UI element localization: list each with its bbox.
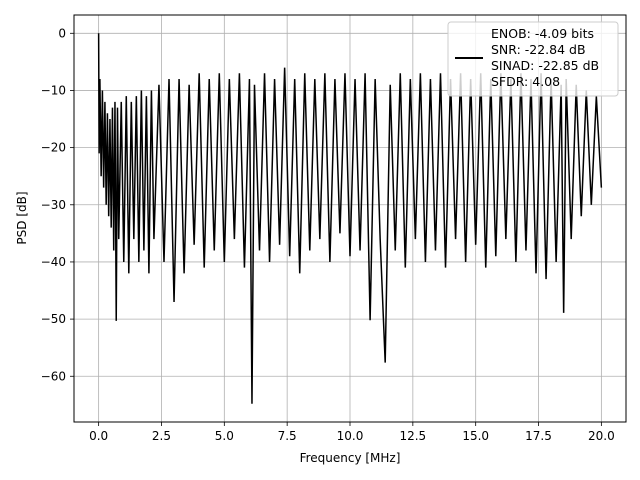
y-tick-label: −40	[41, 255, 66, 269]
legend-entry-sfdr: SFDR: 4.08	[491, 74, 560, 89]
x-tick-label: 17.5	[525, 429, 552, 443]
y-tick-label: 0	[58, 26, 66, 40]
y-tick-label: −20	[41, 141, 66, 155]
y-axis-label: PSD [dB]	[15, 191, 29, 244]
legend-entry-enob: ENOB: -4.09 bits	[491, 26, 594, 41]
y-ticks: 0 −10 −20 −30 −40 −50 −60	[41, 26, 74, 383]
legend: ENOB: -4.09 bits SNR: -22.84 dB SINAD: -…	[447, 21, 619, 97]
legend-box	[447, 21, 619, 97]
x-tick-label: 12.5	[399, 429, 426, 443]
legend-entry-snr: SNR: -22.84 dB	[491, 42, 586, 57]
x-tick-label: 15.0	[462, 429, 489, 443]
x-tick-label: 2.5	[152, 429, 171, 443]
legend-entry-sinad: SINAD: -22.85 dB	[491, 58, 599, 73]
x-axis-label: Frequency [MHz]	[300, 451, 401, 465]
series-layer	[97, 33, 603, 404]
x-ticks: 0.0 2.5 5.0 7.5 10.0 12.5 15.0 17.5 20.0	[89, 422, 615, 443]
y-tick-label: −10	[41, 83, 66, 97]
psd-series-line	[97, 33, 603, 404]
x-tick-label: 5.0	[215, 429, 234, 443]
x-tick-label: 0.0	[89, 429, 108, 443]
y-tick-label: −30	[41, 198, 66, 212]
y-tick-label: −60	[41, 369, 66, 383]
grid	[74, 15, 626, 422]
x-tick-label: 10.0	[337, 429, 364, 443]
x-tick-label: 7.5	[278, 429, 297, 443]
y-tick-label: −50	[41, 312, 66, 326]
x-tick-label: 20.0	[588, 429, 615, 443]
